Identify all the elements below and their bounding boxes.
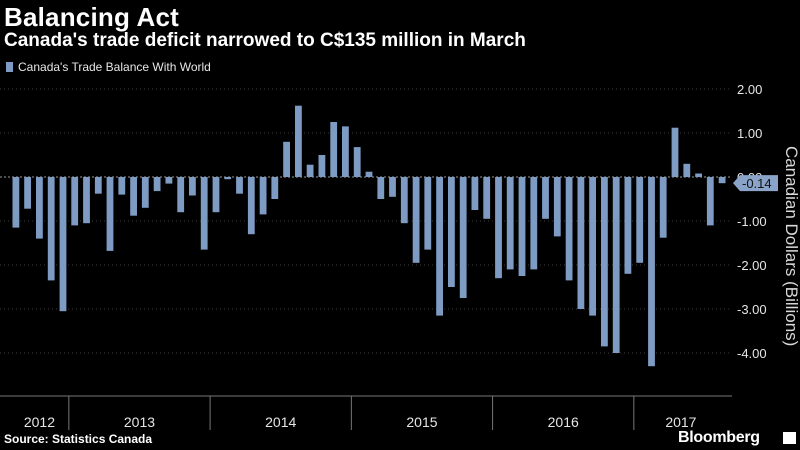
bar [24,177,31,209]
bar [318,155,326,177]
bar [177,177,185,213]
bar [400,177,408,224]
y-tick-label: -2.00 [737,258,767,273]
bar [459,177,467,298]
chart-subtitle: Canada's trade deficit narrowed to C$135… [4,30,526,51]
y-tick-label: -4.00 [737,346,767,361]
bar [12,177,20,228]
year-label: 2015 [406,414,437,430]
brand-logo: Bloomberg [678,429,760,446]
source-note: Source: Statistics Canada [4,432,153,446]
bar [353,147,361,177]
bar [424,177,432,250]
bar [671,127,679,177]
year-label: 2014 [265,414,296,430]
callout-label: -0.14 [742,176,772,191]
bar [47,177,55,281]
bar [553,177,561,237]
bar [506,177,514,270]
bar [412,177,420,263]
bar [389,177,396,197]
bar [271,177,279,199]
bar [59,177,67,312]
bar [483,177,491,219]
bar [330,122,338,177]
bar [165,177,173,184]
bar [659,177,667,238]
year-label: 2013 [124,414,155,430]
bar [636,177,644,263]
bar [83,177,90,224]
y-tick-label: -3.00 [737,302,767,317]
bar [695,173,702,177]
bar [518,177,526,276]
bar [601,177,608,347]
legend-label: Canada's Trade Balance With World [18,60,211,74]
bar [565,177,573,281]
bar [118,177,126,195]
bar [283,141,290,177]
y-tick-label: -1.00 [737,214,767,229]
bar [259,177,267,215]
bar [448,177,455,287]
bar [542,177,549,219]
legend-swatch [6,62,13,72]
bar [306,164,314,177]
bar [530,177,538,270]
bar [577,177,585,309]
bar [224,177,232,180]
y-tick-label: 2.00 [737,82,762,97]
y-tick-label: 1.00 [737,126,762,141]
bar [141,177,149,208]
bar [189,177,196,196]
bar [295,105,302,177]
bar [624,177,632,274]
bar [94,177,102,194]
bar [342,126,349,177]
bar [683,163,691,177]
bar [612,177,620,353]
bar [130,177,137,216]
year-label: 2016 [548,414,579,430]
bar [212,177,220,213]
bar [718,177,726,184]
bar [648,177,655,367]
bar [436,177,443,316]
value-callout: -0.14 [733,175,778,192]
bar [471,177,479,210]
bar [236,177,243,194]
bar [247,177,255,235]
bar [106,177,114,251]
bars [12,105,726,367]
x-axis: 2012 2013 2014 2015 2016 2017 [0,395,732,430]
y-axis-ticks: 2.001.000.00-1.00-2.00-3.00-4.00 [737,82,767,361]
year-label: 2012 [24,414,55,430]
bar [71,177,79,226]
bar [153,177,161,192]
legend: Canada's Trade Balance With World [6,60,211,74]
year-label: 2017 [665,414,696,430]
bar [365,171,373,177]
brand-mark-icon [783,432,796,444]
callout-box [733,175,778,192]
bar [377,177,385,199]
chart-title: Balancing Act [4,2,180,32]
bar [706,177,714,226]
bar-chart: 2.001.000.00-1.00-2.00-3.00-4.00 2012201… [0,82,800,430]
bar [36,177,43,239]
y-axis-label: Canadian Dollars (Billions) [782,146,800,346]
bar [495,177,502,279]
bar [589,177,596,316]
bar [200,177,208,250]
